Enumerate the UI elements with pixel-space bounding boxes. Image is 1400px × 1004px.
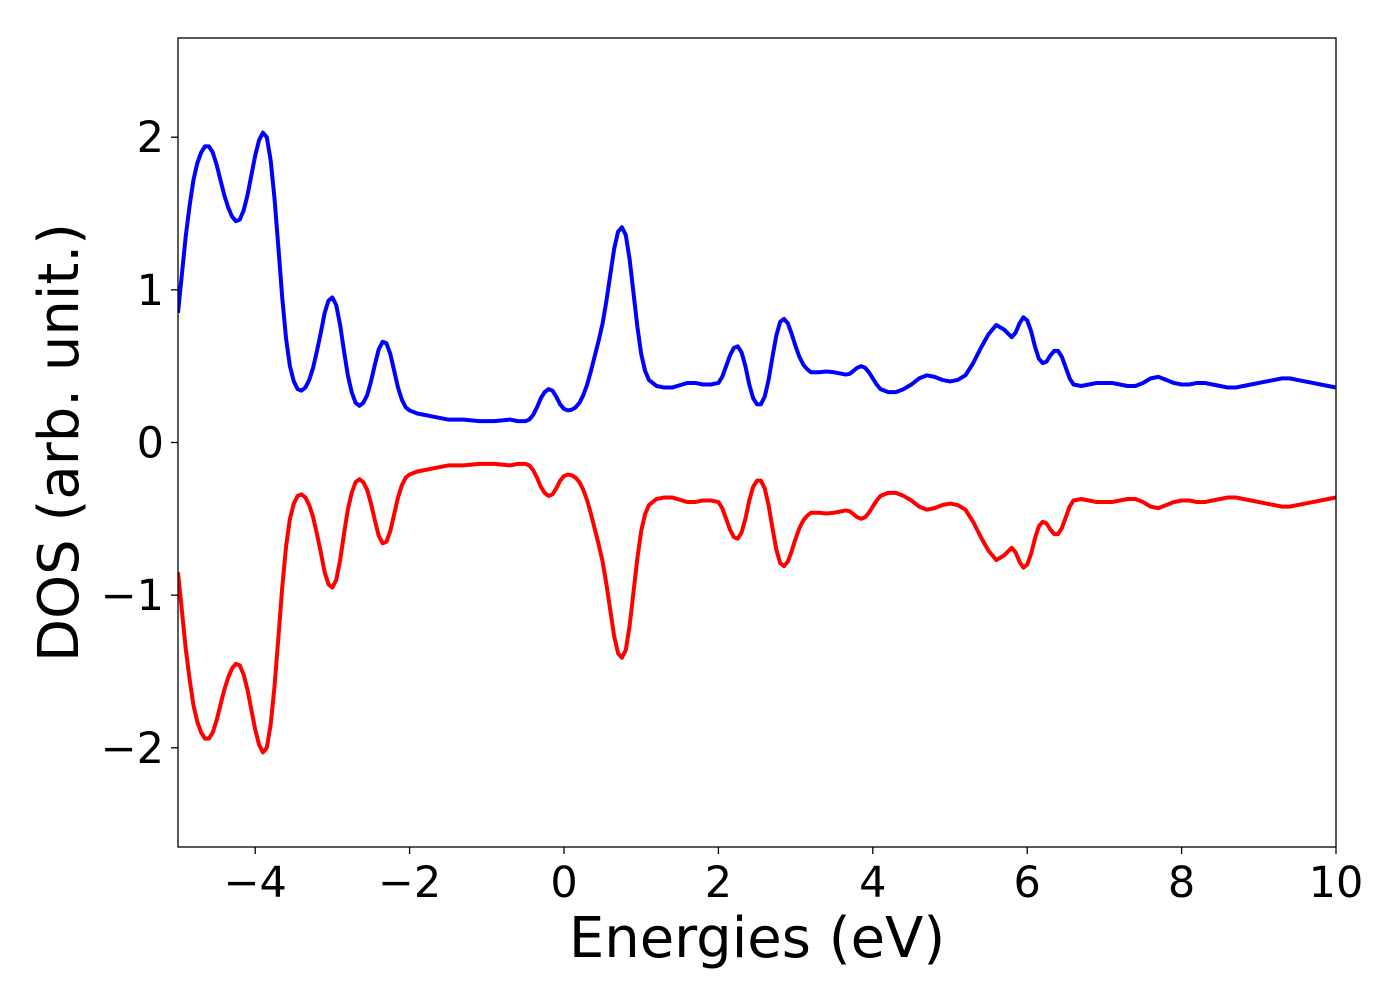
- y-axis-label: DOS (arb. unit.): [27, 223, 92, 662]
- x-tick-label: 4: [859, 858, 886, 908]
- y-tick-label: 0: [137, 419, 164, 469]
- series-layer: [178, 130, 1336, 755]
- y-tick-label: 2: [137, 113, 164, 163]
- x-tick-label: 6: [1014, 858, 1041, 908]
- x-tick-label: −4: [224, 858, 287, 908]
- x-axis-label: Energies (eV): [569, 906, 945, 971]
- spin-up-dos-line: [178, 130, 1336, 424]
- x-tick-label: 0: [550, 858, 577, 908]
- y-tick-label: 1: [137, 266, 164, 316]
- y-tick-label: −1: [101, 571, 164, 621]
- x-tick-label: 8: [1168, 858, 1195, 908]
- y-axis-ticks: 2 1 0 −1 −2: [101, 113, 178, 774]
- spin-down-dos-line: [178, 461, 1336, 755]
- plot-frame: [177, 37, 1337, 848]
- y-tick-label: −2: [101, 724, 164, 774]
- x-tick-label: 10: [1309, 858, 1364, 908]
- x-tick-label: −2: [378, 858, 441, 908]
- x-axis-ticks: −4 −2 0 2 4 6 8 10: [224, 847, 1364, 908]
- x-tick-label: 2: [705, 858, 732, 908]
